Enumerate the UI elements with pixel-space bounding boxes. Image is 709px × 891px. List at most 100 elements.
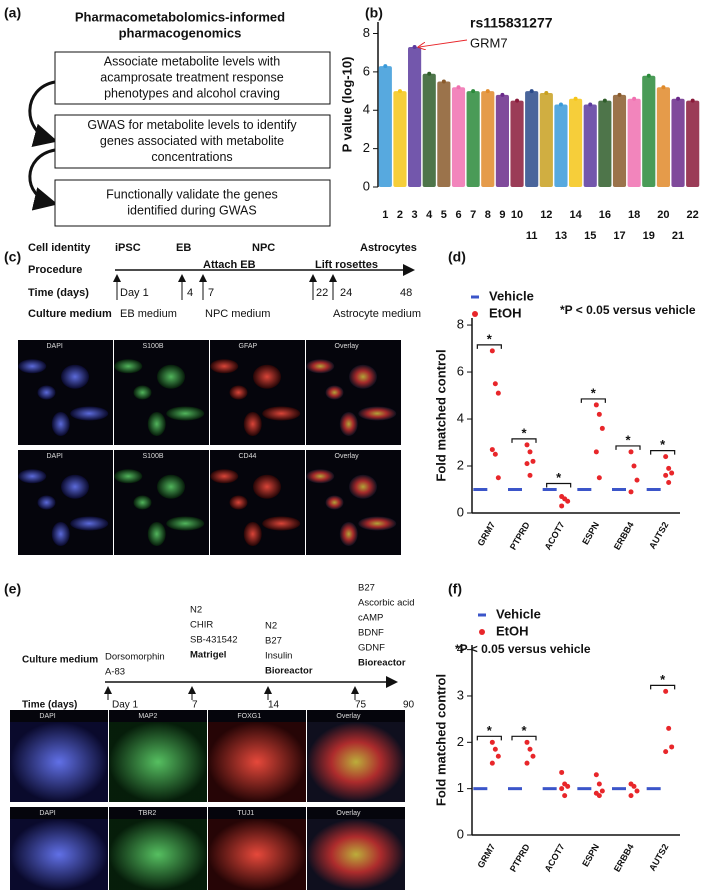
etoh-point [524,760,530,766]
cell [349,474,377,499]
etoh-point [559,786,565,792]
chromosome-label: 14 [569,209,582,221]
cell [18,359,47,374]
top-snp [588,102,593,107]
chromosome-label: 19 [643,230,655,242]
flow-step-text: acamprosate treatment response [100,70,283,84]
etoh-point [565,498,571,504]
cell [210,359,239,374]
culture-medium: Bioreactor [358,658,406,669]
top-snp [485,89,490,94]
etoh-point [596,475,602,481]
etoh-point [631,463,637,469]
procedure: Attach EB [203,259,256,271]
micrograph-label: DAPI [47,343,63,350]
top-snp [441,79,446,84]
significance-star: * [521,425,527,440]
etoh-point [565,783,571,789]
significance-star: * [660,437,666,452]
vehicle-dash [612,787,626,791]
x-tick-label: AUTS2 [647,520,670,551]
culture-medium: N2 [190,605,202,616]
time-label: 90 [403,700,415,711]
time-label: 48 [400,287,412,299]
legend-label: Vehicle [496,606,541,621]
vehicle-dash [473,488,488,492]
chromosome-label: 17 [613,230,625,242]
panel-label: (b) [365,5,383,21]
cell [114,469,143,484]
top-snp [632,96,637,101]
cell [325,385,344,400]
micrograph-label: CD44 [239,453,257,460]
micrograph-label: S100B [143,343,164,350]
culture-medium: Dorsomorphin [105,652,165,663]
time-label: Day 1 [120,287,149,299]
note: *P < 0.05 versus vehicle [560,303,696,317]
top-snp [617,92,622,97]
etoh-point [495,475,501,481]
snp-cluster [671,98,685,187]
top-snp [383,64,388,69]
etoh-point [669,470,675,476]
chromosome-label: 3 [412,209,418,221]
y-tick-label: 2 [363,140,370,155]
flow-step-text: GWAS for metabolite levels to identify [87,118,297,132]
cell [133,495,152,510]
x-tick-label: PTPRD [508,842,532,874]
annotation-snp: rs115831277 [470,15,553,31]
y-tick-label: 4 [457,410,464,425]
x-tick-label: ACOT7 [543,842,567,873]
culture-medium: Ascorbic acid [358,598,415,609]
vehicle-dash [577,488,592,492]
etoh-point [559,769,565,775]
significance-bracket [580,398,606,403]
time-label: 7 [208,287,214,299]
micrograph-label: S100B [143,453,164,460]
cell [243,412,262,436]
chromosome-label: 21 [672,230,684,242]
note: *P < 0.05 versus vehicle [455,642,591,656]
culture-medium: Matrigel [190,650,226,661]
legend-marker [478,613,486,617]
cell [133,385,152,400]
legend-label: EtOH [489,305,522,320]
etoh-point [527,472,533,478]
etoh-point [492,451,498,457]
snp-cluster [408,46,422,187]
snp-cluster [451,87,466,187]
significance-bracket [476,735,502,741]
y-tick-label: 4 [363,102,370,117]
significance-star: * [556,470,562,485]
y-axis-label: Fold matched control [433,674,448,806]
chromosome-label: 10 [511,209,523,221]
cell-identity: EB [176,242,191,254]
chromosome-label: 12 [540,209,552,221]
etoh-point [524,442,530,448]
snp-cluster [422,73,436,187]
snp-cluster [393,91,407,187]
micrograph-label: DAPI [47,453,63,460]
cell [70,406,109,421]
cell [166,406,205,421]
snp-cluster [598,100,612,187]
micrograph-label: Overlay [336,713,361,720]
cell-identity: iPSC [115,242,141,254]
etoh-point [492,746,498,752]
snp-cluster [525,91,539,187]
etoh-point [489,739,495,745]
micrograph-label: FOXG1 [237,713,261,720]
etoh-point [599,788,605,794]
y-axis-label: P value (log-10) [339,57,354,153]
cell [339,412,358,436]
y-tick-label: 1 [457,780,464,795]
cell-identity: NPC [252,242,275,254]
flow-step-box [54,179,331,227]
micrograph-label: Overlay [335,343,360,350]
etoh-point [593,449,599,455]
culture-medium: SB-431542 [190,635,238,646]
top-snp [456,85,461,90]
top-snp [573,96,578,101]
top-snp [676,96,681,101]
flow-step-text: Functionally validate the genes [106,187,278,201]
